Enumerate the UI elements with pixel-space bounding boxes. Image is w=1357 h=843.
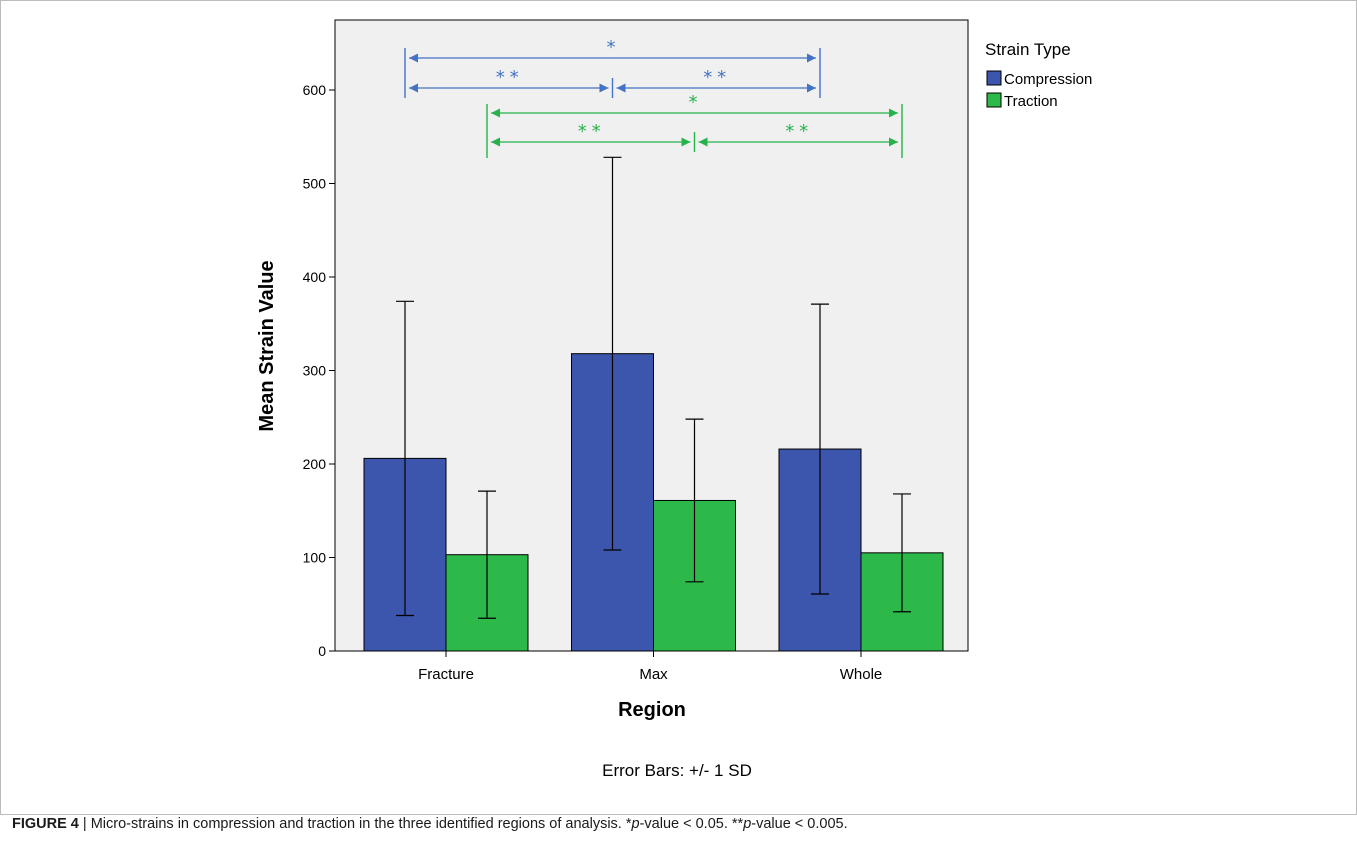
caption-p2-p: p [743,816,752,832]
error-bars [396,156,911,619]
caption-p1-rest: -value < 0.05. [639,816,732,832]
x-axis: Fracture Max Whole [418,651,882,683]
significance-bracket: ** [491,121,691,147]
caption-p1-star: * [625,816,632,832]
caption-label: FIGURE 4 [12,816,79,832]
bracket-arrowhead [409,53,418,63]
bracket-arrowhead [889,137,898,147]
x-tick-label: Max [639,666,668,683]
bracket-arrowhead [681,137,691,147]
caption-text: Micro-strains in compression and tractio… [90,816,626,832]
bracket-arrowhead [616,83,626,93]
significance-brackets: *** ***** ** [404,37,903,158]
figure-caption: FIGURE 4 | Micro-strains in compression … [12,816,848,832]
bracket-arrowhead [599,83,609,93]
bracket-arrowhead [807,53,816,63]
bracket-arrowhead [491,108,500,118]
legend-label-compression: Compression [1004,71,1092,88]
y-tick-label: 600 [303,82,327,98]
bracket-arrowhead [409,83,418,93]
significance-label: ** [784,121,812,142]
significance-label: ** [702,67,730,88]
x-tick-label: Fracture [418,666,474,683]
caption-p2-star: ** [731,816,744,832]
significance-bracket: ** [616,67,816,93]
significance-bracket: * [409,37,816,63]
caption-p1-p: p [631,816,640,832]
significance-label: * [688,92,702,113]
y-tick-label: 100 [303,550,327,566]
y-axis-label: Mean Strain Value [256,260,278,431]
legend-title: Strain Type [985,40,1071,59]
significance-bracket: * [491,92,898,118]
bracket-arrowhead [807,83,816,93]
x-tick-label: Whole [840,666,883,683]
legend-label-traction: Traction [1004,93,1058,110]
legend: Strain Type Compression Traction [985,40,1092,110]
legend-swatch-compression [986,70,1002,86]
caption-separator: | [78,816,91,832]
significance-bracket: ** [698,121,898,147]
bracket-arrowhead [698,137,708,147]
y-tick-label: 300 [303,363,327,379]
significance-bracket: ** [409,67,609,93]
error-bar-note: Error Bars: +/- 1 SD [602,761,752,780]
bracket-arrowhead [491,137,500,147]
bracket-arrowhead [889,108,898,118]
y-tick-label: 0 [318,643,326,659]
y-tick-label: 200 [303,456,327,472]
significance-label: ** [577,121,605,142]
legend-swatch-traction [986,92,1002,108]
y-tick-label: 400 [303,269,327,285]
caption-p2-rest: -value < 0.005. [751,816,848,832]
x-axis-label: Region [618,699,686,721]
figure-frame: 0 100 200 300 400 500 600 * ** ** * ** ** Fracture M… [0,0,1357,815]
y-tick-label: 500 [303,176,327,192]
y-axis: 0 100 200 300 400 500 600 [303,82,335,659]
significance-label: * [606,37,620,58]
significance-label: ** [495,67,523,88]
